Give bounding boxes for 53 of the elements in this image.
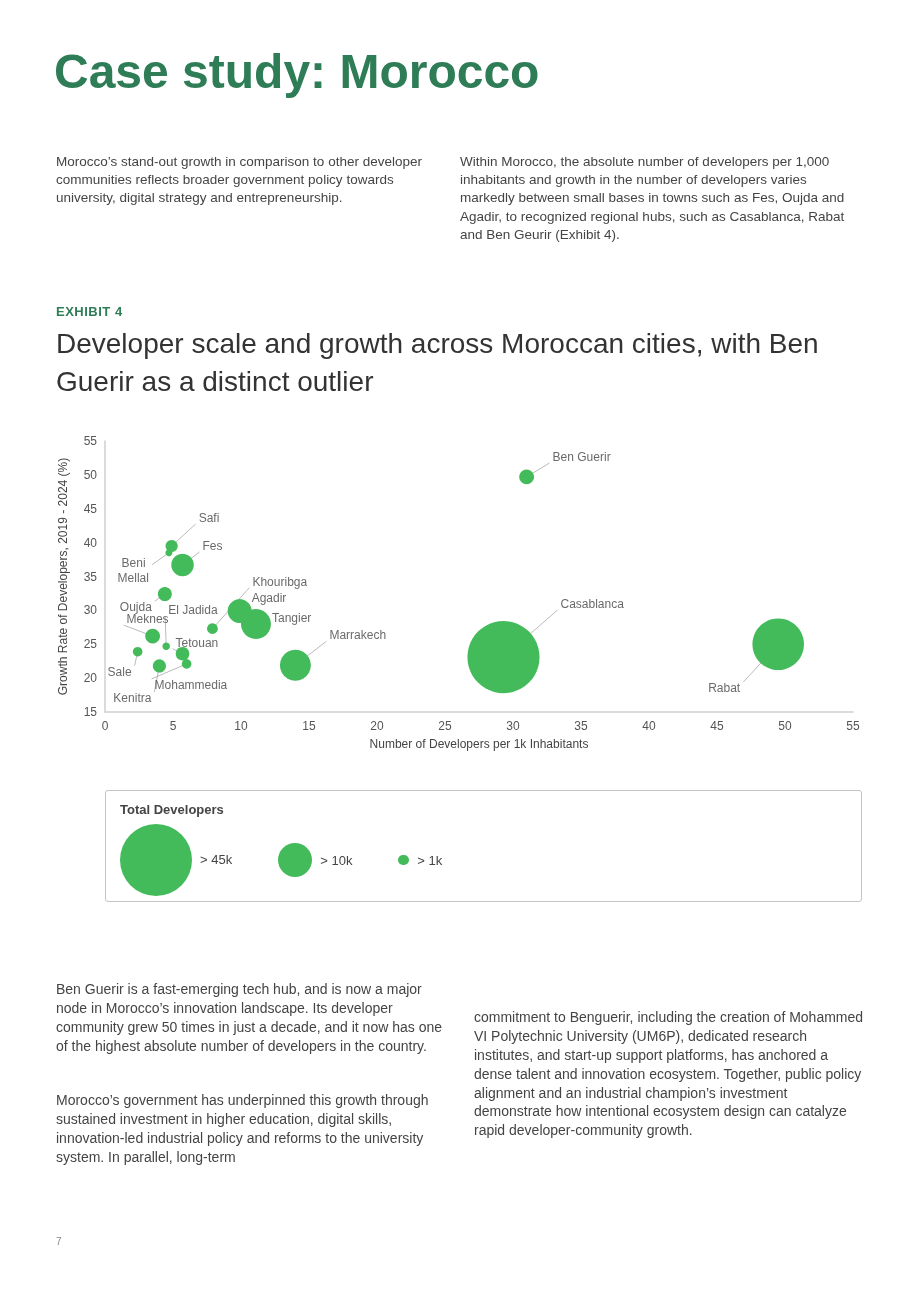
chart-subtitle: Developer scale and growth across Moroccan cities, with Ben Guerir as a distinct outlier	[56, 327, 820, 399]
x-tick-label: 45	[710, 719, 724, 733]
annotation: Ben Guerir	[552, 449, 611, 464]
annotation: Safi	[198, 511, 220, 526]
annotation: Rabat	[708, 681, 741, 696]
y-axis-title: Growth Rate of Developers, 2019 - 2024 (%)	[56, 457, 70, 696]
annotation: Mohammedia	[154, 677, 228, 692]
annotation: Agadir	[251, 591, 287, 606]
annotation: Sale	[107, 664, 132, 679]
y-tick-label: 20	[83, 671, 98, 686]
x-tick-label: 35	[574, 719, 588, 733]
x-axis-title: Number of Developers per 1k Inhabitants	[369, 737, 589, 751]
x-tick-label: 25	[438, 719, 452, 733]
annotation: Fes	[202, 538, 223, 553]
y-tick-label: 50	[83, 467, 98, 482]
annotation: Casablanca	[560, 597, 625, 612]
annotation: Meknes	[126, 612, 169, 627]
x-tick-label: 15	[302, 719, 316, 733]
x-tick-label: 5	[169, 719, 177, 733]
x-tick-label: 0	[101, 719, 109, 733]
annotation: El Jadida	[168, 603, 218, 618]
y-tick-label: 15	[83, 705, 98, 719]
legend-label: > 10k	[320, 852, 353, 868]
y-tick-label: 25	[83, 637, 98, 652]
annotation: Beni Mellal	[117, 556, 149, 586]
y-tick-label: 35	[83, 569, 98, 584]
x-tick-label: 55	[846, 719, 860, 733]
text: 7	[56, 1235, 63, 1249]
x-tick-label: 10	[234, 719, 248, 733]
text: Morocco’s government has underpinned this growth through sustained investment in higher education, digital skills, innovation-led industrial policy and reforms to the university system. In parallel, long-term	[56, 1091, 430, 1167]
y-tick-label: 40	[83, 535, 98, 550]
x-tick-label: 40	[642, 719, 656, 733]
chart-title: Case study: Morocco	[54, 44, 540, 99]
text: commitment to Benguerir, including the creation of Mohammed VI Polytechnic University (UM6P), dedicated research institutes, and start-up support platforms, has anchored a dense talent and innovation ecosystem. Together, public policy alignment and an industrial champion’s investment demonstrate how intentional ecosystem design can catalyze rapid developer-community growth.	[474, 1008, 865, 1141]
legend-title: Total Developers	[120, 802, 224, 817]
y-tick-label: 45	[83, 501, 98, 516]
annotation: Tangier	[271, 610, 312, 625]
y-tick-label: 55	[83, 434, 98, 448]
legend-label: > 1k	[417, 852, 443, 868]
legend-label: > 45k	[200, 852, 233, 868]
y-tick-label: 30	[83, 603, 98, 618]
x-tick-label: 30	[506, 719, 520, 733]
text: Ben Guerir is a fast-emerging tech hub, and is now a major node in Morocco’s innovation landscape. Its developer community grew 50 times in just a decade, and it now has one of the highest absolute number of developers in the country.	[56, 980, 443, 1056]
text: Within Morocco, the absolute number of developers per 1,000 inhabitants and growth in the number of developers varies markedly between small bases in towns such as Fes, Oujda and Agadir, to recognized regional hubs, such as Casablanca, Rabat and Ben Geurir (Exhibit 4).	[460, 153, 846, 244]
x-tick-label: 50	[778, 719, 792, 733]
text: EXHIBIT 4	[56, 303, 124, 321]
annotation: Marrakech	[329, 628, 387, 643]
text: Morocco’s stand-out growth in comparison to other developer communities reflects broader government policy towards university, digital strategy and entrepreneurship.	[56, 153, 423, 208]
annotation: Tetouan	[175, 635, 219, 650]
x-tick-label: 20	[370, 719, 384, 733]
annotation: Khouribga	[252, 574, 308, 589]
annotation: Kenitra	[113, 690, 152, 705]
annotation: Oujda	[119, 600, 153, 615]
